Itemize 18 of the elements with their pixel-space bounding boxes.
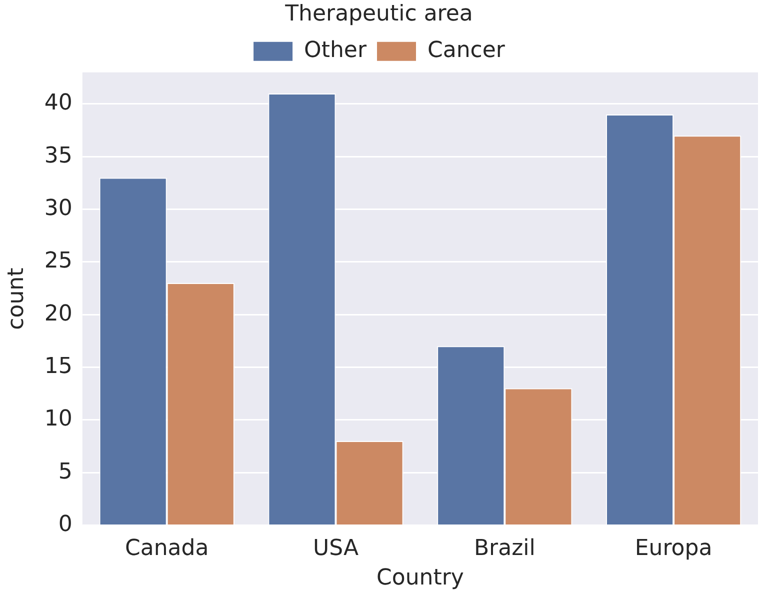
x-tick-label: Brazil [474,536,536,562]
legend-title: Therapeutic area [284,2,473,27]
y-tick-label: 25 [44,248,72,274]
y-tick-label: 30 [44,196,72,222]
x-tick-label: Europa [634,536,712,562]
y-tick-label: 20 [44,301,72,326]
legend-label: Cancer [428,38,506,64]
y-tick-label: 15 [44,354,72,379]
x-tick-label: Canada [124,536,209,562]
y-tick-label: 0 [58,512,72,537]
y-tick-label: 35 [44,143,72,168]
x-tick-label: USA [312,536,359,562]
legend-label: Other [304,38,368,64]
y-tick-label: 5 [58,459,72,484]
y-tick-label: 40 [44,90,72,116]
x-axis-title: Country [376,566,464,591]
y-axis-title: count [4,267,29,330]
y-tick-label: 10 [44,406,72,432]
